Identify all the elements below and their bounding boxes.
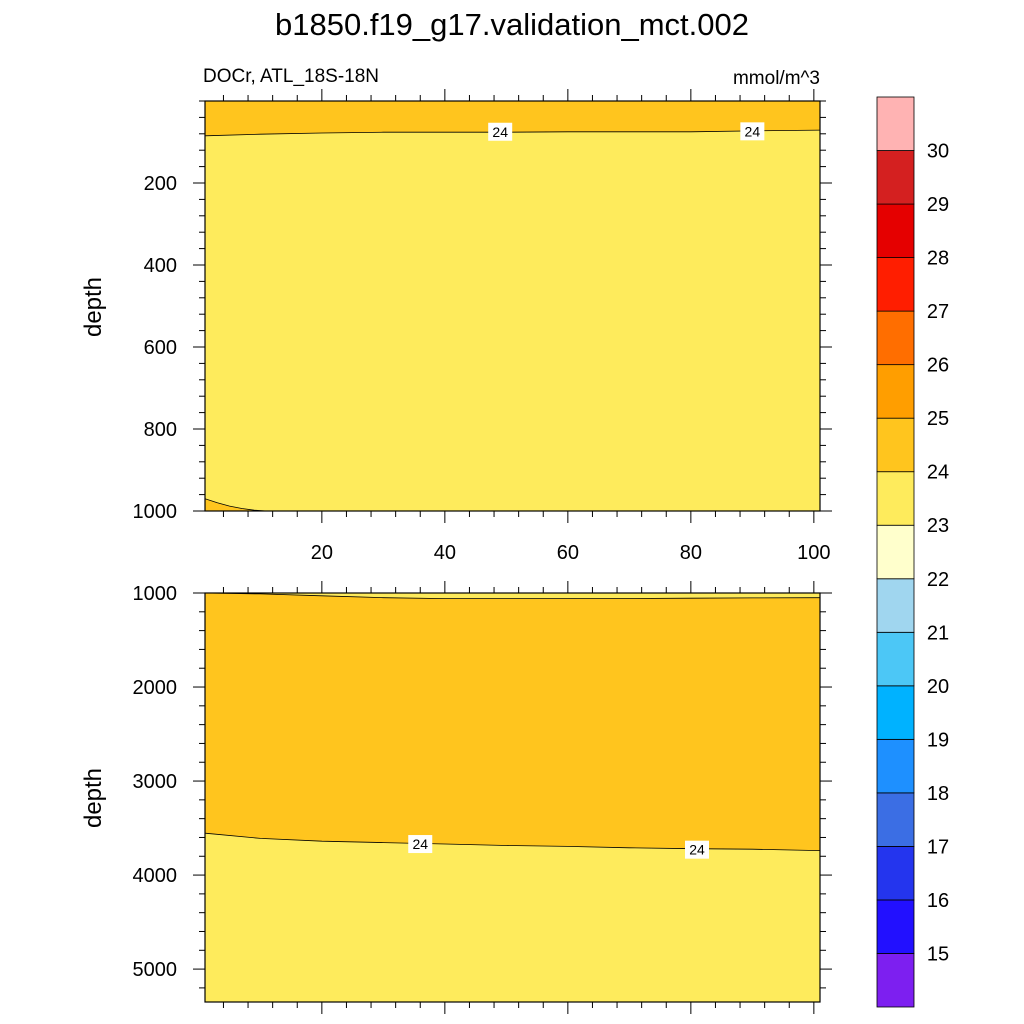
lower-ytick-label: 3000 — [133, 771, 178, 793]
lower-fields: 24 24 — [205, 593, 820, 1002]
lower-contour-label-bg-1 — [685, 840, 709, 859]
colorbar-box — [876, 257, 915, 312]
upper-xtick-label: 80 — [680, 542, 702, 564]
upper-contour-label-bg-0 — [488, 122, 513, 141]
upper-ylabel: depth — [80, 277, 107, 337]
upper-frame — [204, 100, 821, 512]
upper-ytick-label: 400 — [144, 255, 177, 277]
colorbar-label: 18 — [927, 783, 949, 805]
colorbar-box — [876, 471, 915, 526]
colorbar-label: 24 — [927, 462, 949, 484]
colorbar-label: 20 — [927, 676, 949, 698]
colorbar-box — [876, 310, 915, 366]
colorbar-label: 30 — [927, 141, 949, 163]
colorbar-box — [876, 578, 915, 633]
colorbar-label: 22 — [927, 569, 949, 591]
colorbar-box — [876, 738, 915, 794]
lower-ylabel: depth — [80, 768, 107, 828]
upper-ytick-label: 200 — [144, 173, 177, 195]
upper-fields: 24 24 — [205, 101, 820, 511]
colorbar-label: 23 — [927, 515, 949, 537]
colorbar-box — [876, 792, 915, 847]
figure-title: b1850.f19_g17.validation_mct.002 — [275, 7, 749, 42]
upper-contour-label-bg-1 — [740, 122, 765, 141]
upper-xtick-label: 100 — [797, 542, 830, 564]
upper-panel: 24 24 200 400 600 800 1000 20 40 60 80 100 — [133, 89, 832, 564]
upper-band-24-25-corner — [205, 498, 267, 511]
upper-contour-line-1 — [205, 498, 267, 511]
lower-panel: 24 24 1000 2000 3000 4000 5000 — [133, 581, 832, 1014]
lower-contour-label-bg-0 — [408, 835, 433, 854]
colorbar-label: 28 — [927, 248, 949, 270]
colorbar-label: 17 — [927, 836, 949, 858]
lower-ytick-label: 4000 — [133, 865, 178, 887]
colorbar-label: 15 — [927, 943, 949, 965]
upper-band-24-25-surface — [205, 101, 820, 136]
upper-contour-label-0: 24 — [492, 124, 508, 140]
lower-ytick-label: 5000 — [133, 959, 178, 981]
units-label: mmol/m^3 — [733, 68, 820, 89]
colorbar-box — [876, 96, 915, 151]
colorbar-box — [876, 846, 915, 901]
lower-ytick-label: 2000 — [133, 677, 178, 699]
upper-ytick-label: 600 — [144, 337, 177, 359]
colorbar-box — [876, 685, 915, 740]
upper-band-23-24 — [205, 101, 820, 511]
colorbar: 15 16 17 18 19 20 21 22 23 24 25 26 27 28 29 30 — [876, 96, 949, 1008]
colorbar-box — [876, 631, 915, 687]
colorbar-label: 26 — [927, 355, 949, 377]
colorbar-box — [876, 203, 915, 258]
colorbar-label: 25 — [927, 408, 949, 430]
lower-ytick-label: 1000 — [133, 583, 178, 605]
upper-ytick-label: 800 — [144, 419, 177, 441]
colorbar-box — [876, 364, 915, 419]
colorbar-box — [876, 417, 915, 473]
lower-contour-line-0 — [205, 593, 820, 599]
colorbar-box — [876, 524, 915, 580]
upper-xtick-label: 60 — [557, 542, 579, 564]
upper-ytick-label: 1000 — [133, 501, 178, 523]
lower-band-24-25 — [205, 593, 820, 851]
colorbar-label: 21 — [927, 622, 949, 644]
colorbar-label: 29 — [927, 194, 949, 216]
colorbar-label: 27 — [927, 301, 949, 323]
lower-contour-label-1: 24 — [689, 842, 705, 858]
lower-contour-line-1 — [205, 832, 820, 851]
lower-contour-label-0: 24 — [412, 836, 428, 852]
upper-contour-label-1: 24 — [745, 123, 761, 139]
upper-xtick-label: 20 — [311, 542, 333, 564]
colorbar-box — [876, 953, 915, 1008]
colorbar-label: 19 — [927, 729, 949, 751]
variable-label: DOCr, ATL_18S-18N — [203, 66, 379, 87]
lower-frame — [204, 592, 821, 1003]
colorbar-label: 16 — [927, 890, 949, 912]
colorbar-box — [876, 899, 915, 954]
upper-xtick-label: 40 — [434, 542, 456, 564]
colorbar-box — [876, 150, 915, 205]
